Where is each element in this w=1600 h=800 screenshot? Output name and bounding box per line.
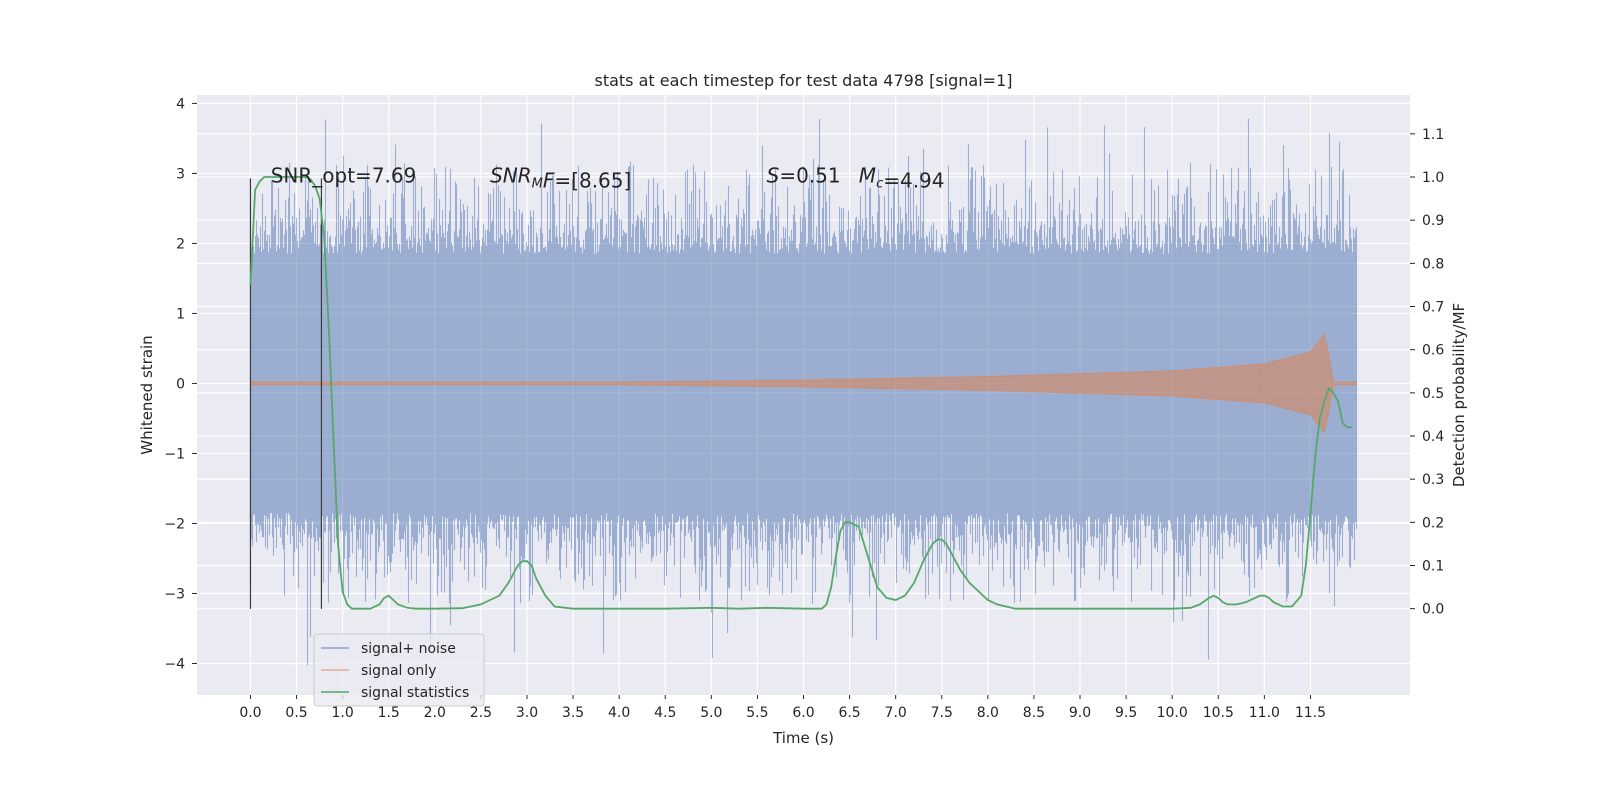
x-tick-label: 7.0: [885, 705, 907, 721]
x-tick-label: 2.0: [424, 705, 446, 721]
y-tick-label: −1: [164, 446, 185, 462]
y-tick-label: −4: [164, 656, 185, 672]
x-tick-label: 10.0: [1157, 705, 1188, 721]
x-tick-label: 11.0: [1249, 705, 1280, 721]
y2-axis-ticks: 0.0 0.1 0.2 0.3 0.4 0.5 0.6 0.7 0.8 0.9 1.0 1.1: [1410, 127, 1444, 618]
legend: signal+ noise signal only signal statist…: [313, 633, 485, 707]
x-tick-label: 6.5: [838, 705, 860, 721]
x-tick-label: 3.0: [516, 705, 538, 721]
x-tick-label: 2.5: [470, 705, 492, 721]
annotations: SNR_opt=7.69 SNRMF=[8.65] S=0.51 Mc=4.94: [271, 164, 945, 193]
legend-label-noise: signal+ noise: [361, 641, 456, 657]
x-tick-label: 4.5: [654, 705, 676, 721]
x-tick-label: 8.0: [977, 705, 999, 721]
y2-tick-label: 0.6: [1422, 343, 1444, 359]
y-axis-ticks: −4 −3 −2 −1 0 1 2 3 4: [164, 96, 197, 672]
annotation-s_val: S=0.51: [767, 164, 841, 188]
x-tick-label: 3.5: [562, 705, 584, 721]
x-tick-label: 9.5: [1115, 705, 1137, 721]
x-tick-label: 7.5: [931, 705, 953, 721]
x-axis-ticks: 0.0 0.5 1.0 1.5 2.0 2.5 3.0 3.5 4.0 4.5 5.0 5.5 6.0 6…: [239, 695, 1326, 721]
legend-label-statistics: signal statistics: [361, 685, 469, 701]
x-axis-label: Time (s): [772, 729, 834, 747]
y2-tick-label: 0.3: [1422, 472, 1444, 488]
y-tick-label: 2: [176, 236, 185, 252]
x-tick-label: 11.5: [1295, 705, 1326, 721]
y2-tick-label: 0.9: [1422, 213, 1444, 229]
annotation-snr_opt: SNR_opt=7.69: [271, 164, 417, 188]
y2-axis-label: Detection probability/MF: [1450, 303, 1468, 487]
y-axis-label: Whitened strain: [138, 335, 156, 454]
x-tick-label: 5.0: [700, 705, 722, 721]
statistics-line: [249, 176, 1352, 610]
x-tick-label: 0.0: [239, 705, 261, 721]
y2-tick-label: 1.0: [1422, 170, 1444, 186]
y-tick-label: 3: [176, 166, 185, 182]
x-tick-label: 8.5: [1023, 705, 1045, 721]
y2-tick-label: 0.8: [1422, 256, 1444, 272]
signal-series-layer: [250, 333, 1357, 434]
signal-envelope: [250, 333, 1357, 434]
x-tick-label: 1.0: [332, 705, 354, 721]
y2-tick-label: 0.7: [1422, 300, 1444, 316]
legend-label-signal: signal only: [361, 663, 436, 679]
annotation-snr_mf: SNRMF=[8.65]: [490, 164, 631, 193]
y2-tick-label: 0.4: [1422, 429, 1444, 445]
y2-tick-label: 1.1: [1422, 127, 1444, 143]
x-tick-label: 6.0: [792, 705, 814, 721]
y-tick-label: −3: [164, 586, 185, 602]
vertical-markers: [249, 178, 323, 609]
y2-tick-label: 0.5: [1422, 386, 1444, 402]
y2-tick-label: 0.0: [1422, 602, 1444, 618]
x-tick-label: 10.5: [1203, 705, 1234, 721]
x-tick-label: 0.5: [285, 705, 307, 721]
y-tick-label: −2: [164, 516, 185, 532]
y2-tick-label: 0.2: [1422, 515, 1444, 531]
y2-tick-label: 0.1: [1422, 559, 1444, 575]
y-tick-label: 1: [176, 306, 185, 322]
x-tick-label: 9.0: [1069, 705, 1091, 721]
annotation-mc_val: Mc=4.94: [859, 164, 945, 193]
legend-box: [313, 633, 485, 707]
y-tick-label: 4: [176, 96, 185, 112]
statistics-series-layer: [249, 176, 1352, 610]
x-tick-label: 1.5: [378, 705, 400, 721]
chart-title: stats at each timestep for test data 479…: [594, 71, 1012, 90]
x-tick-label: 4.0: [608, 705, 630, 721]
x-tick-label: 5.5: [746, 705, 768, 721]
y-tick-label: 0: [176, 376, 185, 392]
